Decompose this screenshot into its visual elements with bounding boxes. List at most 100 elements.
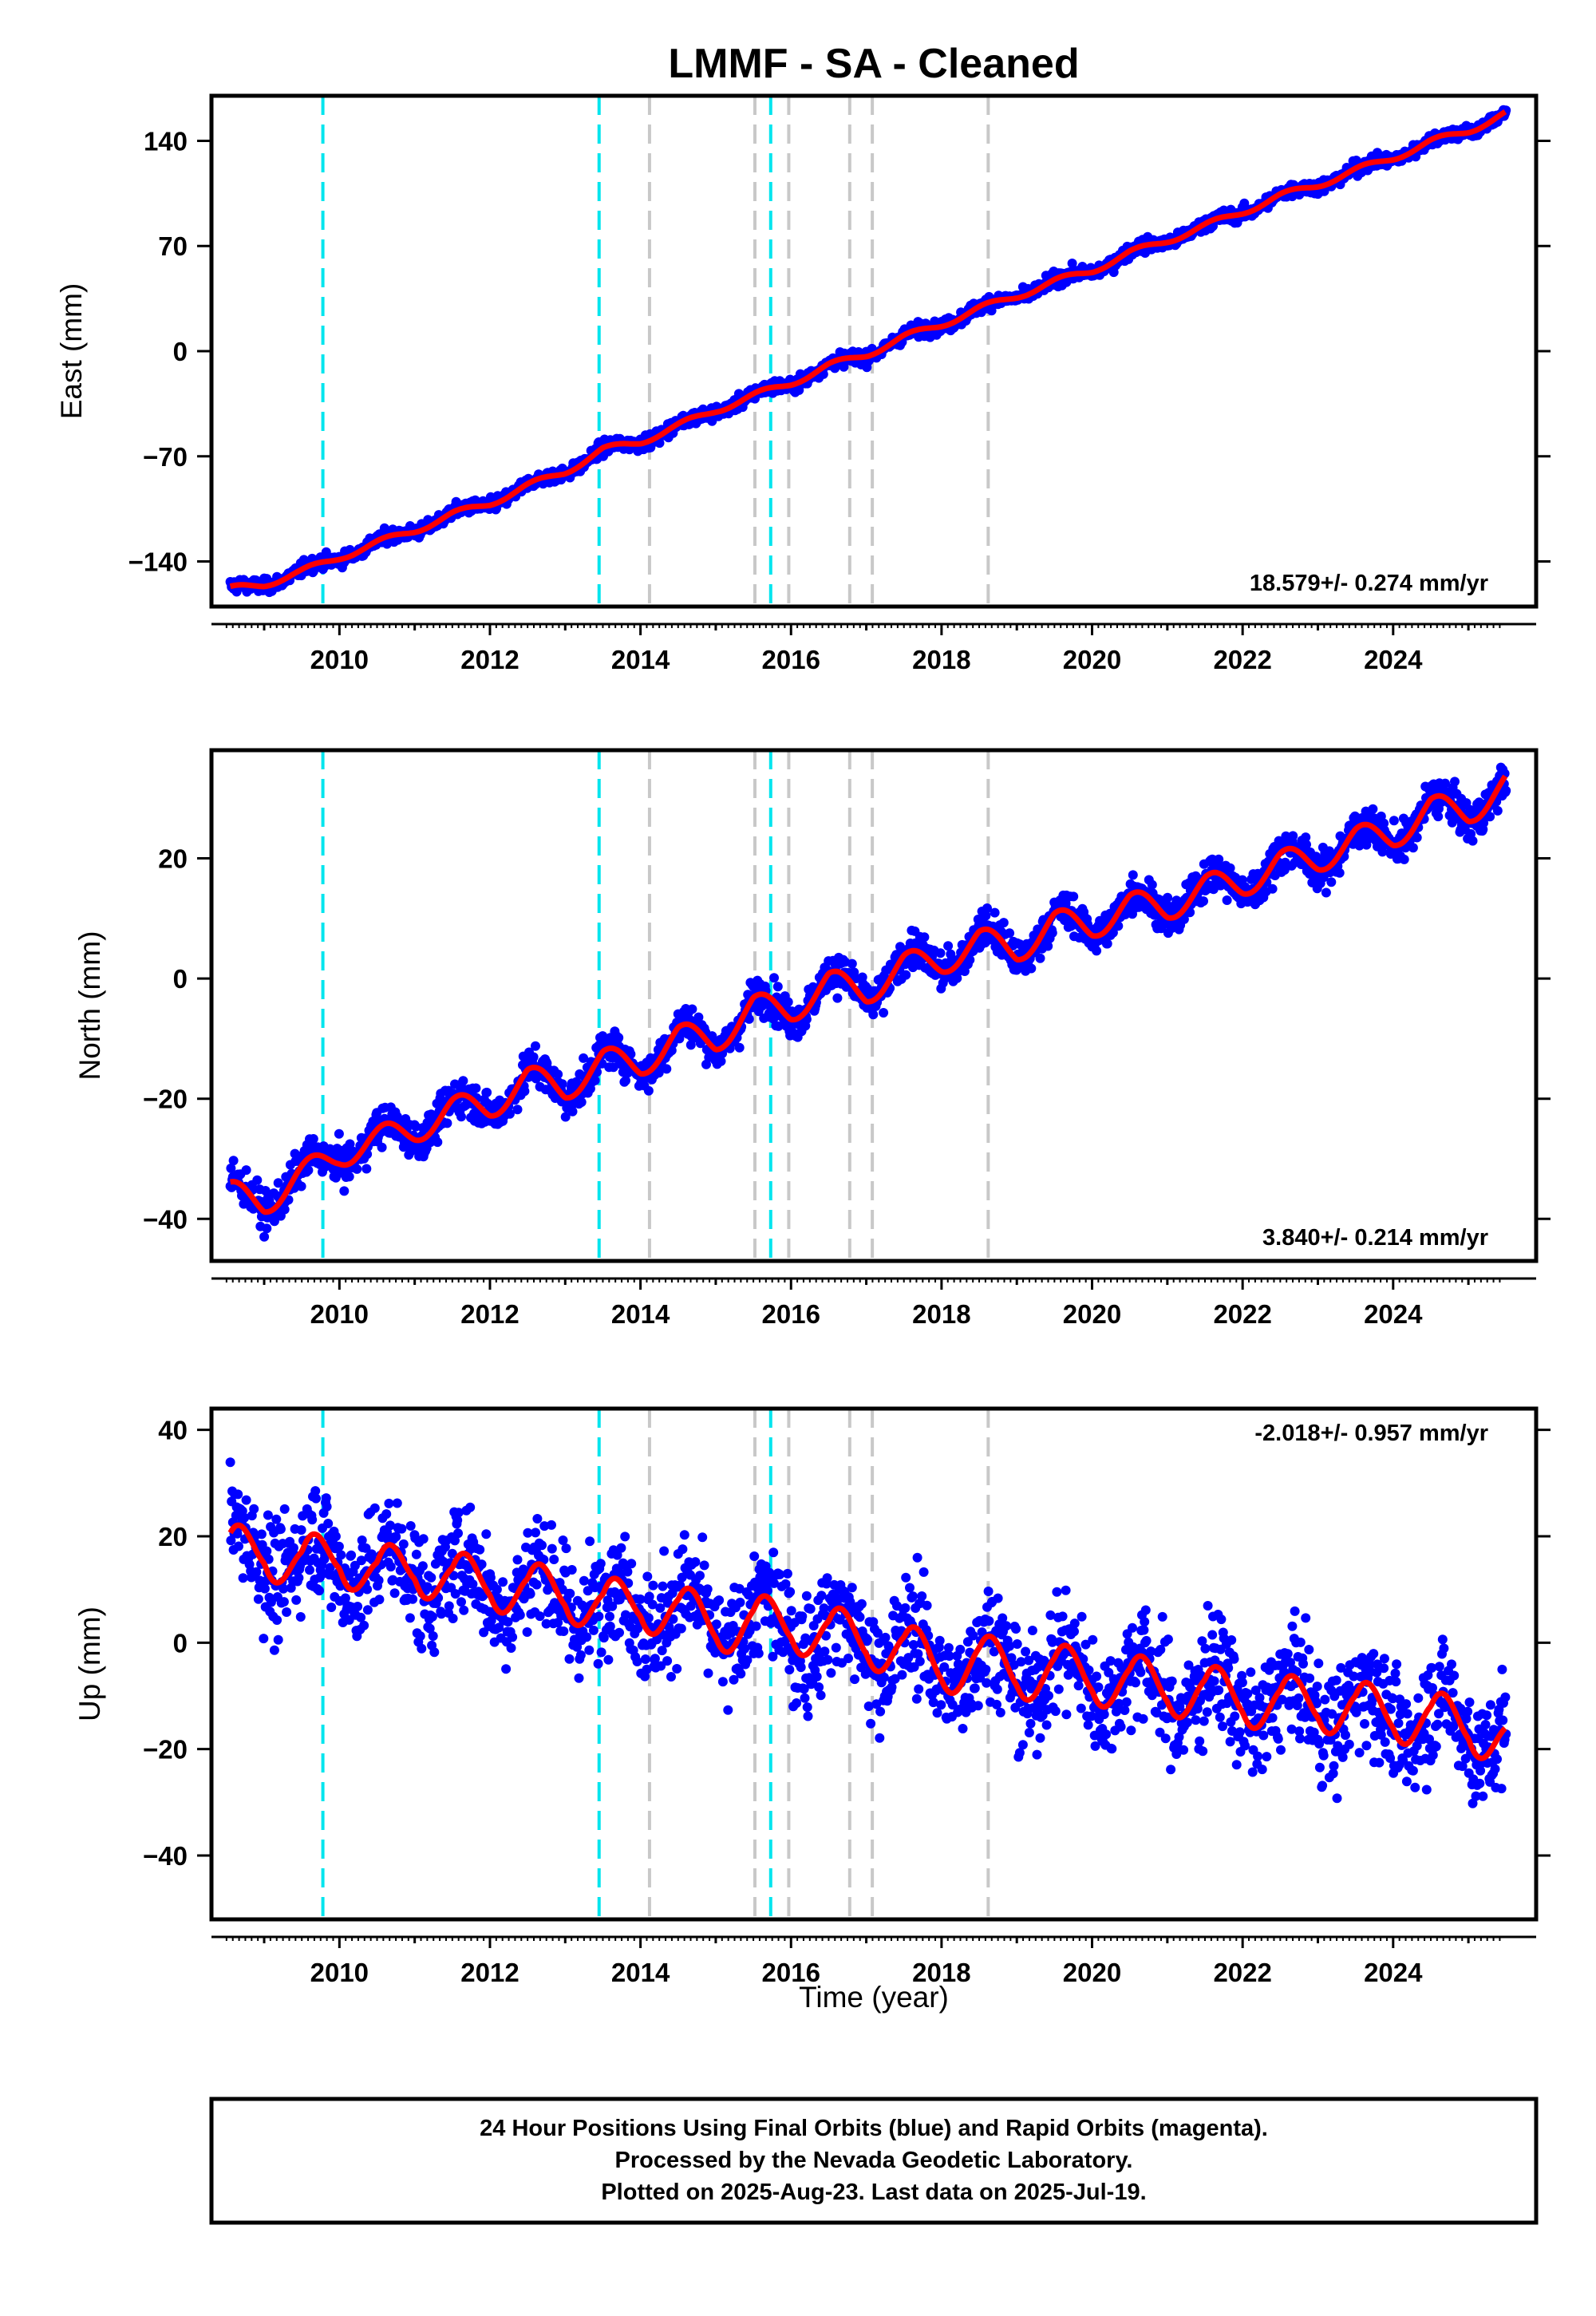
data-point-north-361 xyxy=(456,1112,466,1122)
data-point-up-170 xyxy=(334,1541,344,1551)
rate-label-north: 3.840+/- 0.214 mm/yr xyxy=(1262,1225,1488,1251)
data-point-up-49 xyxy=(256,1529,267,1539)
data-point-north-57 xyxy=(262,1223,272,1234)
x-tick-label-north-0: 2010 xyxy=(310,1299,369,1329)
data-point-north-1914 xyxy=(1450,777,1460,787)
data-point-east-1316 xyxy=(1067,259,1077,268)
data-point-north-187 xyxy=(345,1139,355,1149)
data-point-up-199 xyxy=(353,1602,363,1611)
x-tick-label-north-2: 2014 xyxy=(611,1299,670,1329)
data-point-north-767 xyxy=(716,1056,726,1066)
data-point-up-209 xyxy=(359,1620,369,1630)
data-point-north-856 xyxy=(772,982,783,992)
data-point-north-384 xyxy=(471,1083,481,1093)
data-point-north-1441 xyxy=(1147,879,1157,890)
data-point-north-75 xyxy=(273,1178,283,1188)
data-point-north-535 xyxy=(567,1106,578,1117)
y-tick-label-east-4: 140 xyxy=(144,126,188,156)
data-point-up-375 xyxy=(465,1502,476,1512)
data-point-up-84 xyxy=(279,1597,289,1607)
data-point-north-1713 xyxy=(1321,887,1331,898)
x-tick-label-north-7: 2024 xyxy=(1364,1299,1423,1329)
data-point-north-524 xyxy=(560,1112,571,1122)
data-point-north-1465 xyxy=(1163,892,1173,903)
data-point-up-189 xyxy=(346,1550,357,1560)
data-point-north-618 xyxy=(621,1076,630,1085)
data-point-north-1819 xyxy=(1389,816,1399,826)
data-point-north-722 xyxy=(687,1004,697,1014)
data-point-up-57 xyxy=(262,1546,272,1556)
data-point-up-20 xyxy=(238,1573,248,1583)
x-tick-label-east-5: 2020 xyxy=(1063,645,1121,674)
data-point-north-654 xyxy=(643,1085,654,1096)
data-point-north-1 xyxy=(226,1163,236,1173)
data-point-north-1195 xyxy=(990,907,1000,918)
data-point-up-103 xyxy=(291,1595,302,1605)
data-point-north-1005 xyxy=(868,1010,879,1020)
data-point-north-519 xyxy=(557,1079,567,1089)
data-point-north-1021 xyxy=(879,1008,889,1018)
data-point-north-198 xyxy=(352,1164,362,1174)
data-point-north-1411 xyxy=(1128,870,1138,880)
data-point-up-59 xyxy=(263,1510,273,1520)
data-point-north-811 xyxy=(744,1014,754,1024)
data-point-north-402 xyxy=(482,1098,492,1109)
data-point-north-1354 xyxy=(1092,946,1102,956)
y-tick-label-east-0: −140 xyxy=(128,547,188,577)
data-point-up-110 xyxy=(295,1612,306,1622)
y-tick-label-east-3: 70 xyxy=(158,231,188,261)
data-point-north-1085 xyxy=(919,932,930,943)
data-point-up-348 xyxy=(448,1614,458,1623)
data-point-up-52 xyxy=(259,1634,269,1644)
data-point-up-261 xyxy=(392,1498,402,1508)
data-point-north-1266 xyxy=(1035,953,1045,963)
data-point-up-291 xyxy=(411,1549,421,1559)
data-point-north-53 xyxy=(259,1231,270,1242)
data-point-up-111 xyxy=(296,1525,306,1535)
data-point-up-153 xyxy=(323,1519,334,1528)
data-point-north-111 xyxy=(296,1181,306,1192)
y-tick-label-north-0: −40 xyxy=(143,1204,188,1234)
data-point-north-290 xyxy=(411,1121,421,1132)
data-point-up-248 xyxy=(384,1498,394,1508)
data-point-up-361 xyxy=(456,1597,466,1607)
y-tick-label-north-2: 0 xyxy=(173,964,188,994)
data-point-up-44 xyxy=(253,1594,263,1604)
data-point-up-257 xyxy=(389,1588,400,1599)
x-tick-label-east-6: 2022 xyxy=(1213,645,1271,674)
data-point-north-130 xyxy=(308,1134,318,1144)
data-point-up-233 xyxy=(374,1595,385,1605)
data-point-up-365 xyxy=(459,1605,469,1615)
data-point-north-460 xyxy=(519,1086,530,1097)
data-point-up-226 xyxy=(369,1503,380,1513)
data-point-up-75 xyxy=(273,1634,283,1645)
data-point-up-316 xyxy=(427,1611,437,1622)
data-point-north-972 xyxy=(847,958,857,969)
data-point-up-356 xyxy=(453,1528,463,1539)
data-point-up-150 xyxy=(321,1493,331,1504)
data-point-north-850 xyxy=(769,973,779,983)
data-point-north-437 xyxy=(504,1109,515,1119)
rate-label-east: 18.579+/- 0.274 mm/yr xyxy=(1250,571,1488,596)
data-point-north-1942 xyxy=(1468,836,1478,846)
data-point-up-73 xyxy=(272,1615,282,1625)
x-tick-label-east-2: 2014 xyxy=(611,645,670,674)
data-point-up-271 xyxy=(398,1539,409,1549)
data-point-north-324 xyxy=(433,1137,443,1148)
data-point-north-720 xyxy=(685,1040,696,1050)
data-point-up-390 xyxy=(475,1544,485,1555)
x-tick-label-north-4: 2018 xyxy=(912,1299,970,1329)
data-point-up-85 xyxy=(279,1504,290,1514)
x-tick-label-north-6: 2022 xyxy=(1213,1299,1271,1329)
data-point-up-0 xyxy=(225,1457,235,1468)
data-point-north-339 xyxy=(442,1118,452,1128)
x-tick-label-east-3: 2016 xyxy=(762,645,820,674)
data-point-north-170 xyxy=(334,1128,344,1139)
data-point-north-607 xyxy=(614,1033,624,1043)
data-point-north-796 xyxy=(734,1042,745,1053)
data-point-up-37 xyxy=(249,1504,259,1514)
data-point-north-1855 xyxy=(1412,832,1422,843)
data-point-north-25 xyxy=(241,1165,251,1176)
